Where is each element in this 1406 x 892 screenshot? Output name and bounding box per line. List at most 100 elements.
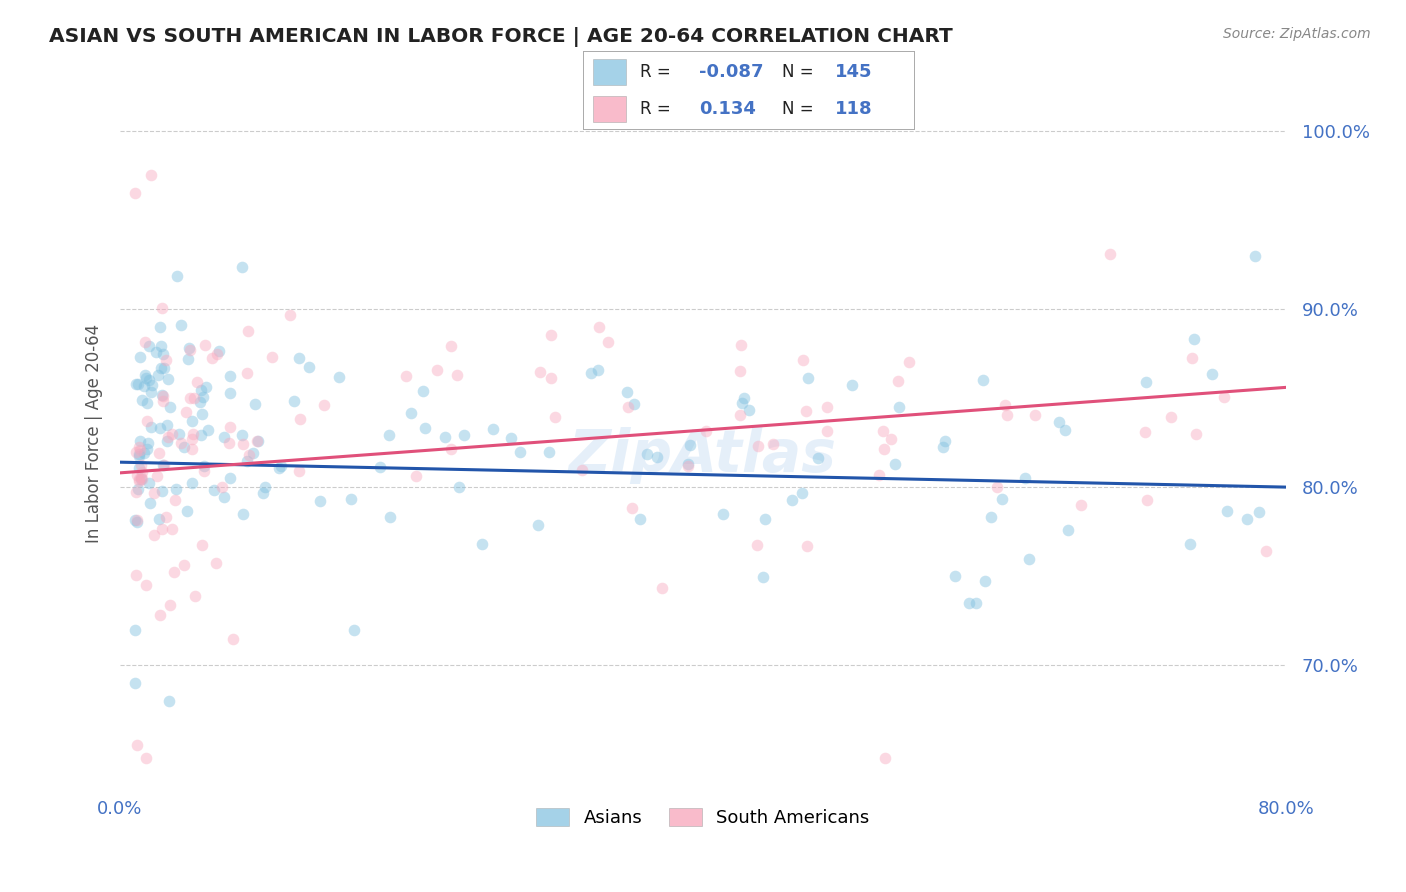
Point	[453, 428, 475, 442]
Point	[212, 490, 235, 504]
Point	[152, 389, 174, 403]
Point	[218, 369, 240, 384]
Point	[191, 390, 214, 404]
Point	[527, 518, 550, 533]
Point	[128, 450, 150, 464]
Point	[1201, 368, 1223, 382]
Point	[283, 394, 305, 409]
Point	[1249, 505, 1271, 519]
Point	[214, 430, 236, 444]
Point	[131, 465, 153, 479]
Point	[540, 371, 562, 385]
Point	[149, 421, 172, 435]
Point	[183, 590, 205, 604]
Point	[636, 447, 658, 461]
Point	[482, 422, 505, 436]
Text: ZipAtlas: ZipAtlas	[569, 426, 837, 483]
Point	[623, 397, 645, 411]
Point	[269, 461, 291, 475]
Point	[1185, 426, 1208, 441]
Point	[678, 457, 700, 471]
Point	[170, 318, 193, 332]
Point	[193, 459, 215, 474]
Point	[174, 405, 197, 419]
Text: R =: R =	[640, 63, 676, 81]
Point	[868, 468, 890, 483]
Point	[695, 424, 717, 438]
Point	[145, 345, 167, 359]
Point	[124, 623, 146, 637]
Point	[446, 368, 468, 382]
Point	[190, 428, 212, 442]
Point	[177, 351, 200, 366]
Point	[1024, 408, 1046, 422]
Point	[412, 384, 434, 398]
Point	[129, 458, 152, 472]
Point	[125, 377, 148, 392]
Point	[1178, 537, 1201, 551]
Point	[218, 385, 240, 400]
Point	[1098, 247, 1121, 261]
Point	[146, 469, 169, 483]
Point	[176, 504, 198, 518]
Point	[340, 491, 363, 506]
Point	[873, 442, 896, 456]
Point	[797, 371, 820, 385]
Point	[509, 445, 531, 459]
Point	[752, 570, 775, 584]
Point	[135, 442, 157, 456]
Point	[628, 511, 651, 525]
Point	[1135, 375, 1157, 389]
Point	[1236, 512, 1258, 526]
Point	[125, 468, 148, 483]
Point	[1014, 471, 1036, 485]
Point	[991, 491, 1014, 506]
Point	[246, 434, 269, 449]
Point	[1057, 523, 1080, 537]
Point	[135, 578, 157, 592]
Point	[180, 476, 202, 491]
Text: R =: R =	[640, 100, 676, 118]
Point	[1053, 423, 1076, 437]
Point	[160, 522, 183, 536]
Point	[815, 400, 838, 414]
Point	[207, 344, 229, 359]
Text: 0.134: 0.134	[699, 100, 756, 118]
Point	[159, 401, 181, 415]
Point	[142, 527, 165, 541]
Point	[737, 403, 759, 417]
Point	[588, 363, 610, 377]
Point	[132, 446, 155, 460]
Point	[815, 424, 838, 438]
Point	[142, 485, 165, 500]
Text: N =: N =	[782, 100, 818, 118]
Legend: Asians, South Americans: Asians, South Americans	[529, 801, 877, 834]
Point	[616, 384, 638, 399]
Point	[242, 446, 264, 460]
Point	[136, 414, 159, 428]
Point	[135, 751, 157, 765]
Point	[173, 558, 195, 572]
Point	[873, 751, 896, 765]
Point	[994, 398, 1017, 412]
Point	[193, 464, 215, 478]
Point	[232, 507, 254, 521]
Point	[236, 366, 259, 380]
Point	[132, 379, 155, 393]
Point	[1070, 498, 1092, 512]
Point	[134, 368, 156, 382]
Point	[131, 392, 153, 407]
Point	[957, 596, 980, 610]
Point	[156, 434, 179, 449]
Point	[238, 448, 260, 462]
Point	[401, 406, 423, 420]
Point	[197, 423, 219, 437]
Point	[232, 437, 254, 451]
Point	[1136, 492, 1159, 507]
Point	[588, 320, 610, 334]
Point	[733, 392, 755, 406]
Point	[235, 453, 257, 467]
Point	[298, 359, 321, 374]
Point	[160, 426, 183, 441]
Point	[309, 494, 332, 508]
